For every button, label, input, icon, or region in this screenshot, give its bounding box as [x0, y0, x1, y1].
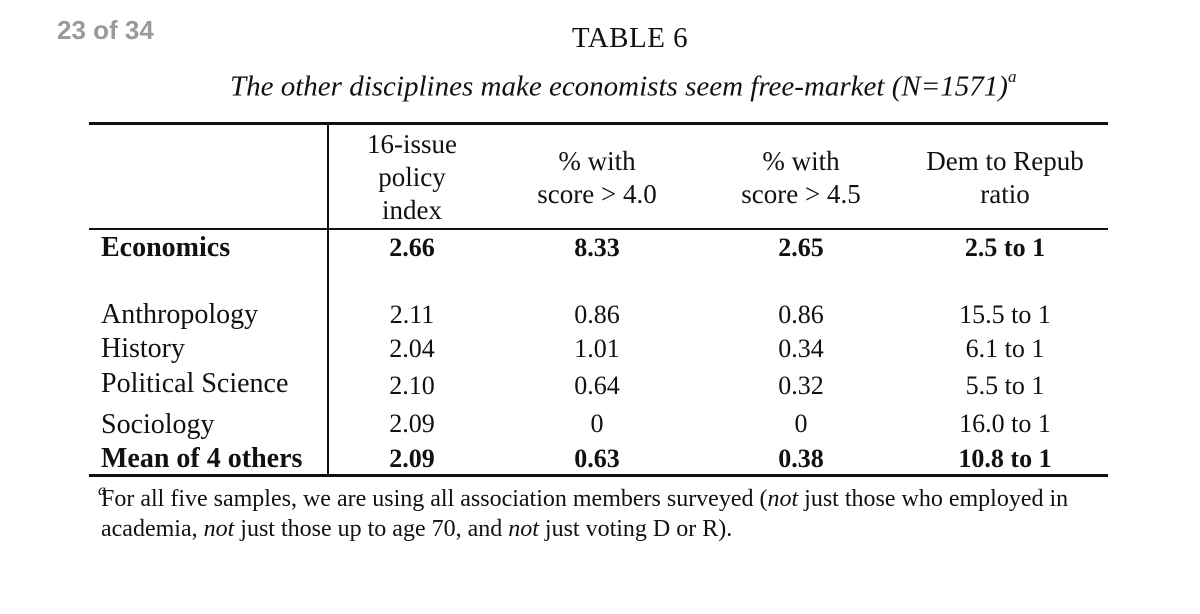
- cell-mean-pct40: 0.63: [574, 444, 620, 473]
- table-footnote: a For all five samples, we are using all…: [98, 482, 1111, 544]
- cell-economics-pct40: 8.33: [574, 233, 620, 262]
- cell-political-science-pct40: 0.64: [574, 371, 620, 400]
- header-pct-over-4-0: % with score > 4.0: [537, 145, 656, 211]
- cell-mean-ratio: 10.8 to 1: [958, 444, 1052, 473]
- cell-mean-pct45: 0.38: [778, 444, 824, 473]
- footnote-text: For all five samples, we are using all a…: [101, 486, 768, 512]
- footnote-text: just voting D or R).: [538, 516, 733, 542]
- cell-history-pct45: 0.34: [778, 334, 824, 363]
- header-line: 16-issue: [367, 129, 457, 159]
- cell-political-science-ratio: 5.5 to 1: [965, 371, 1045, 400]
- header-line: % with: [762, 146, 840, 176]
- row-label-sociology: Sociology: [101, 409, 215, 440]
- table-caption: The other disciplines make economists se…: [230, 67, 1017, 104]
- header-line: index: [382, 195, 442, 225]
- table-top-rule: [89, 122, 1108, 125]
- footnote-emphasis: not: [203, 516, 235, 542]
- header-dem-repub-ratio: Dem to Repub ratio: [926, 145, 1083, 211]
- caption-text: The other disciplines make economists se…: [230, 70, 1008, 103]
- header-pct-over-4-5: % with score > 4.5: [741, 145, 860, 211]
- footnote-emphasis: not: [508, 516, 539, 542]
- row-label-political-science: Political Science: [101, 368, 289, 399]
- header-line: Dem to Repub: [926, 146, 1084, 176]
- header-line: score > 4.0: [537, 179, 657, 209]
- header-line: policy: [378, 162, 446, 192]
- cell-economics-ratio: 2.5 to 1: [964, 233, 1046, 262]
- cell-sociology-index: 2.09: [389, 409, 435, 438]
- footnote-text: just those who employed in academia,: [101, 486, 1069, 542]
- cell-anthropology-index: 2.11: [389, 300, 435, 329]
- row-label-anthropology: Anthropology: [101, 299, 259, 330]
- header-line: % with: [558, 146, 636, 176]
- footnote-text: just those up to age 70, and: [234, 516, 509, 542]
- header-line: ratio: [980, 179, 1030, 209]
- footnote-mark: a: [98, 482, 106, 499]
- caption-footnote-mark: a: [1007, 67, 1017, 86]
- cell-history-ratio: 6.1 to 1: [965, 334, 1045, 363]
- row-label-economics: Economics: [101, 232, 231, 263]
- header-policy-index: 16-issue policy index: [367, 128, 457, 227]
- cell-economics-pct45: 2.65: [778, 233, 824, 262]
- row-label-mean-of-others: Mean of 4 others: [101, 443, 303, 474]
- footnote-emphasis: not: [767, 486, 799, 512]
- cell-economics-index: 2.66: [389, 233, 435, 262]
- cell-anthropology-pct40: 0.86: [574, 300, 620, 329]
- cell-history-index: 2.04: [389, 334, 435, 363]
- cell-history-pct40: 1.01: [574, 334, 620, 363]
- column-divider: [327, 125, 329, 474]
- page-indicator: 23 of 34: [57, 15, 154, 45]
- cell-sociology-ratio: 16.0 to 1: [959, 409, 1051, 438]
- cell-political-science-pct45: 0.32: [778, 371, 824, 400]
- cell-anthropology-pct45: 0.86: [778, 300, 824, 329]
- row-label-history: History: [101, 333, 185, 364]
- table-bottom-rule: [89, 474, 1108, 477]
- header-rule: [89, 228, 1108, 230]
- cell-sociology-pct40: 0: [590, 409, 604, 438]
- cell-political-science-index: 2.10: [389, 371, 435, 400]
- cell-mean-index: 2.09: [389, 444, 435, 473]
- table-label: TABLE 6: [571, 22, 689, 54]
- cell-anthropology-ratio: 15.5 to 1: [959, 300, 1051, 329]
- header-line: score > 4.5: [741, 179, 861, 209]
- cell-sociology-pct45: 0: [794, 409, 808, 438]
